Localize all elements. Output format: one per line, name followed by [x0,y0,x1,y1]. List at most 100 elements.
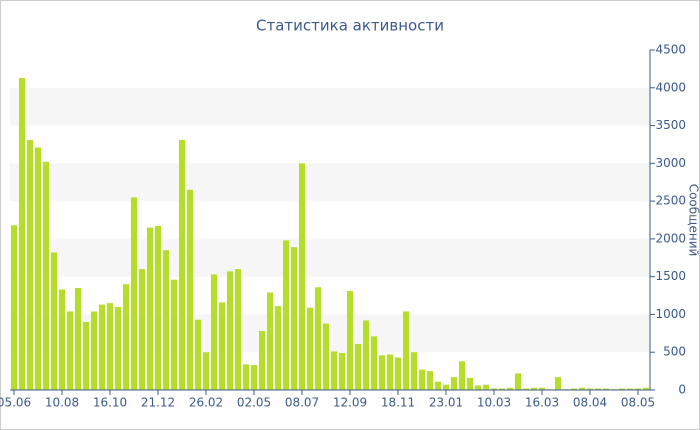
bar [250,365,258,390]
bar [634,388,642,390]
y-tick-label: 3000 [655,156,686,170]
y-tick-label: 4000 [655,80,686,94]
bar [90,311,98,390]
bar [274,306,282,390]
bar [370,336,378,390]
bar [282,240,290,390]
bar [122,284,130,390]
x-tick-label: 12.09 [333,396,367,410]
x-tick-label: 08.05 [621,396,655,410]
y-tick-label: 2000 [655,231,686,245]
bar [242,364,250,390]
bar [330,351,338,390]
bar [338,352,346,390]
x-tick-label: 16.10 [93,396,127,410]
bar [210,274,218,390]
bar [618,388,626,390]
bar [642,387,650,390]
bar [10,225,18,390]
bar [26,139,34,390]
bar [394,357,402,390]
bar [178,139,186,390]
y-tick-label: 1500 [655,269,686,283]
bar [34,147,42,390]
x-tick-label: 10.08 [45,396,79,410]
bar [314,287,322,390]
bar [482,384,490,390]
y-tick-label: 500 [663,345,686,359]
bar [322,323,330,390]
bar [522,388,530,390]
bar [354,343,362,390]
bar [98,304,106,390]
bar [586,388,594,390]
grid-band [10,314,650,353]
bar [498,388,506,390]
bar [378,355,386,390]
chart-title: Статистика активности [256,17,444,35]
y-tick-label: 4500 [655,43,686,57]
bar [490,388,498,390]
bar [298,163,306,390]
x-tick-label: 08.04 [573,396,607,410]
x-tick-label: 18.11 [381,396,415,410]
bar [170,279,178,390]
x-tick-label: 08.07 [285,396,319,410]
bar [194,319,202,390]
bar [186,189,194,390]
bar [290,247,298,390]
y-tick-label: 3500 [655,118,686,132]
bar [530,387,538,390]
bar [458,361,466,390]
x-tick-label: 05.06 [0,396,31,410]
x-tick-label: 10.03 [477,396,511,410]
bar [18,77,26,390]
y-tick-label: 2500 [655,194,686,208]
bar [426,371,434,390]
bar [410,352,418,390]
bar [162,250,170,390]
bar [346,291,354,390]
x-tick-label: 23.01 [429,396,463,410]
y-axis-title: Сообщений [687,184,700,257]
bar [570,388,578,390]
bar [202,352,210,390]
grid-band [10,238,650,277]
bar [434,381,442,390]
bar [474,385,482,390]
bar [138,269,146,390]
bar [154,226,162,390]
bar [266,292,274,390]
bar [450,377,458,390]
bar [466,377,474,390]
bar [554,377,562,390]
bar [506,387,514,390]
grid-band [10,163,650,202]
grid-band [10,87,650,126]
bar [602,388,610,390]
bar [538,387,546,390]
bar [306,307,314,390]
bar [258,331,266,390]
bar [234,269,242,390]
bar [74,288,82,390]
bar [218,302,226,390]
x-tick-label: 21.12 [141,396,175,410]
bar [514,373,522,390]
bar [146,227,154,390]
bar [58,289,66,390]
bar [66,311,74,390]
bar [42,161,50,390]
bar [386,354,394,390]
bar [362,320,370,390]
y-tick-label: 0 [678,383,686,397]
bar [82,322,90,390]
bar [442,384,450,390]
bar [106,303,114,390]
bar [578,387,586,390]
x-tick-label: 16.03 [525,396,559,410]
bar [418,369,426,390]
bar [402,311,410,390]
